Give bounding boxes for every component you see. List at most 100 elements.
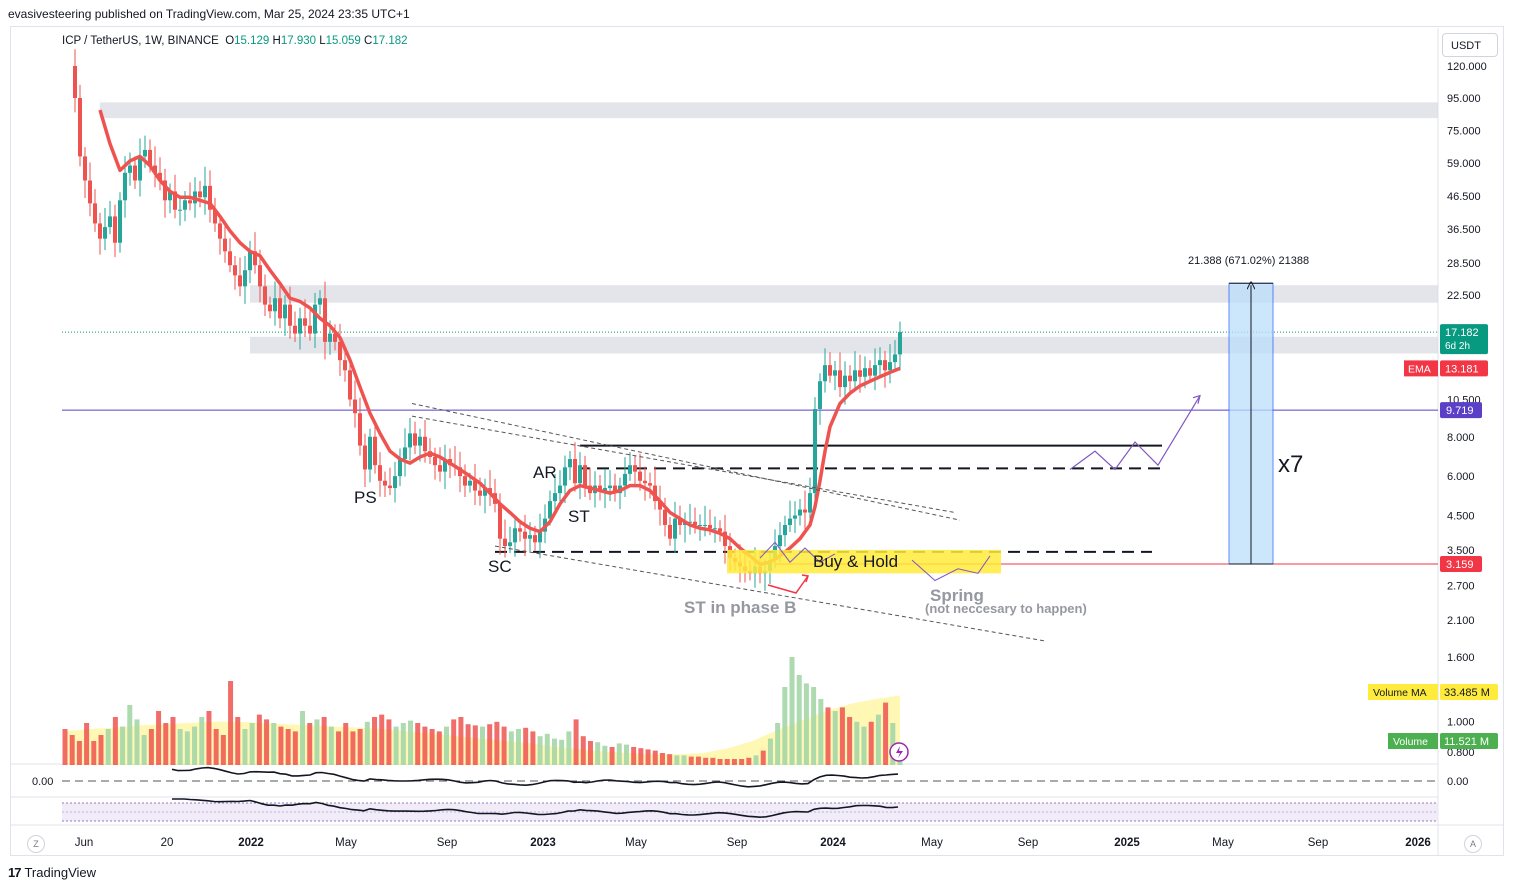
volume-bar — [501, 726, 507, 765]
volume-bar — [465, 724, 471, 765]
candle-body — [693, 521, 697, 525]
volume-bar — [667, 754, 673, 765]
stop-value: 3.159 — [1446, 559, 1474, 571]
price-axis[interactable]: 120.000 95.000 75.000 59.000 46.500 36.500 28.… — [32, 61, 1487, 788]
auto-scale-a-button[interactable]: A — [1464, 835, 1482, 853]
candle-body — [533, 535, 537, 543]
candle-body — [133, 165, 137, 181]
price-tick-label: 2.100 — [1447, 615, 1475, 627]
time-tick-label: 20 — [161, 837, 174, 849]
candle-body — [283, 304, 287, 319]
candle-body — [568, 459, 572, 468]
candle-body — [358, 413, 362, 446]
volume-bar — [839, 707, 845, 765]
candle-body — [458, 467, 462, 477]
price-tick-label: 3.500 — [1447, 545, 1475, 557]
volume-bar — [710, 757, 716, 765]
candle-body — [613, 485, 617, 494]
time-tick-label: Sep — [437, 837, 457, 849]
candle-body — [368, 436, 372, 470]
candle-body — [183, 200, 187, 210]
candle-body — [393, 476, 397, 489]
price-tick-label: 8.000 — [1447, 432, 1475, 444]
volume-bar — [580, 736, 586, 765]
oscillator-line-2 — [172, 798, 899, 819]
volume-bar — [206, 711, 212, 765]
candle-body — [163, 180, 167, 201]
price-tick-label: 36.500 — [1447, 224, 1481, 236]
volume-bar — [314, 719, 320, 765]
candle-body — [438, 465, 442, 472]
candle-body — [293, 325, 297, 334]
price-tick-label: 6.000 — [1447, 471, 1475, 483]
oscillator-panes — [62, 766, 1438, 822]
candle-body — [468, 480, 472, 486]
high-value: 17.930 — [280, 35, 317, 47]
candle-body — [463, 476, 467, 486]
volume-bar — [587, 741, 593, 765]
volume-bar — [343, 723, 349, 765]
time-tick-label: May — [335, 837, 357, 849]
volume-bar — [695, 756, 701, 765]
volume-bar — [134, 719, 140, 765]
candle-body — [353, 399, 357, 414]
volume-bar — [436, 731, 442, 765]
volume-bar — [746, 757, 752, 765]
volume-bar — [98, 735, 104, 765]
volume-pane — [62, 657, 903, 765]
drawings — [411, 283, 1274, 642]
lower-channel-line — [494, 545, 1046, 642]
candle-body — [828, 365, 832, 376]
volume-bar — [537, 736, 543, 765]
price-badges: 17.182 6d 2h EMA 13.181 9.719 3.159 Volume MA 3… — [889, 324, 1498, 762]
candle-body — [713, 528, 717, 530]
volume-bar — [868, 721, 874, 765]
candle-body — [788, 518, 792, 525]
volume-bar — [184, 731, 190, 765]
volume-bar — [105, 729, 111, 765]
auto-scale-z-button[interactable]: Z — [27, 835, 45, 853]
candle-body — [708, 524, 712, 529]
last-price-text: 17.182 — [1445, 327, 1479, 339]
volume-ma-badge — [1440, 684, 1498, 700]
candle-body — [853, 370, 857, 382]
candle-body — [378, 465, 382, 481]
volume-bar — [386, 719, 392, 765]
volume-bar — [163, 723, 169, 765]
symbol-name[interactable]: ICP / TetherUS, 1W, BINANCE — [62, 35, 219, 47]
candle-body — [328, 333, 332, 342]
candle-body — [508, 542, 512, 547]
candle-body — [623, 473, 627, 486]
price-tick-label: 4.500 — [1447, 511, 1475, 523]
volume-bar — [602, 745, 608, 765]
low-value: 15.059 — [325, 35, 361, 47]
candle-body — [603, 488, 607, 491]
candle-body — [223, 238, 227, 252]
volume-bar — [753, 755, 759, 765]
candle-body — [178, 209, 182, 211]
volume-bar — [796, 675, 802, 765]
candle-body — [638, 471, 642, 481]
volume-bar — [623, 744, 629, 765]
volume-bar — [141, 735, 147, 765]
annotation-label: x7 — [1278, 451, 1303, 478]
volume-bar — [645, 749, 651, 765]
resistance-zone — [250, 336, 1438, 354]
candle-body — [808, 493, 812, 513]
candle-body — [778, 535, 782, 547]
buy-hold-zone — [727, 549, 1001, 574]
volume-bar — [256, 714, 262, 765]
price-tick-label: 2.700 — [1447, 580, 1475, 592]
volume-bar — [782, 687, 788, 765]
volume-bar — [213, 729, 219, 765]
candle-body — [343, 360, 347, 371]
candle-body — [418, 436, 422, 446]
candle-body — [688, 521, 692, 523]
currency-button[interactable]: USDT — [1442, 33, 1498, 57]
annotation-label: ST in phase B — [684, 598, 796, 617]
candle-body — [423, 436, 427, 452]
time-tick-label: Sep — [727, 837, 747, 849]
time-axis[interactable]: Jun 20 2022 May Sep 2023 May Sep 2024 May Sep 2025 M… — [75, 837, 1431, 849]
volume-bar — [847, 717, 853, 765]
